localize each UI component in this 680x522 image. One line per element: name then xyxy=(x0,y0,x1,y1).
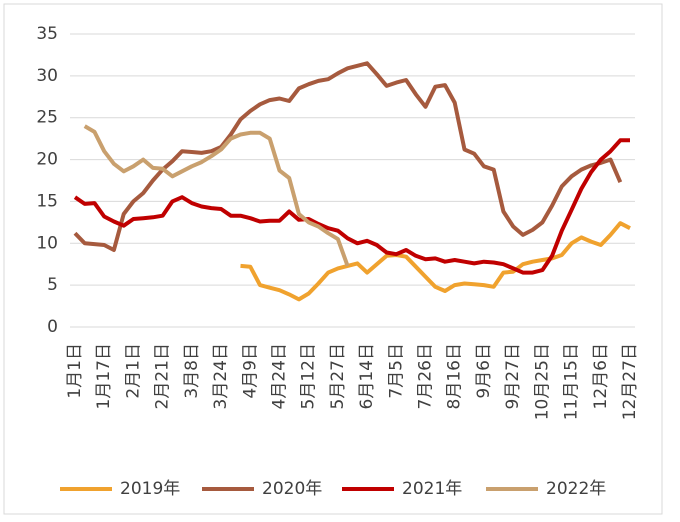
x-tick-label: 7月5日 xyxy=(386,343,406,399)
y-tick-label: 20 xyxy=(36,150,58,170)
x-tick-label: 4月24日 xyxy=(269,343,289,409)
y-tick-label: 5 xyxy=(47,275,58,295)
chart-frame xyxy=(3,3,663,515)
x-tick-label: 10月25日 xyxy=(532,343,552,420)
series-line xyxy=(73,138,630,275)
x-tick-label: 12月27日 xyxy=(620,343,640,420)
legend-label: 2020年 xyxy=(262,479,322,499)
legend-label: 2022年 xyxy=(546,479,606,499)
x-tick-label: 9月27日 xyxy=(503,343,523,409)
series-line xyxy=(83,124,350,267)
x-tick-label: 12月6日 xyxy=(591,343,611,409)
x-tick-label: 11月15日 xyxy=(562,343,582,420)
x-tick-label: 5月12日 xyxy=(299,343,319,409)
y-tick-label: 15 xyxy=(36,191,58,211)
x-tick-label: 2月1日 xyxy=(123,343,143,399)
legend-label: 2019年 xyxy=(120,479,180,499)
x-tick-label: 3月8日 xyxy=(182,343,202,399)
x-tick-label: 9月6日 xyxy=(474,343,494,399)
y-tick-label: 35 xyxy=(36,24,58,44)
x-tick-label: 1月1日 xyxy=(65,343,85,399)
legend-label: 2021年 xyxy=(402,479,462,499)
x-tick-label: 5月27日 xyxy=(328,343,348,409)
y-tick-label: 25 xyxy=(36,108,58,128)
y-tick-label: 10 xyxy=(36,233,58,253)
x-tick-label: 8月16日 xyxy=(445,343,465,409)
y-tick-label: 0 xyxy=(47,317,58,337)
x-tick-label: 4月9日 xyxy=(240,343,260,399)
x-tick-label: 3月24日 xyxy=(211,343,231,409)
x-tick-label: 1月17日 xyxy=(94,343,114,409)
x-tick-label: 2月21日 xyxy=(153,343,173,409)
y-tick-label: 30 xyxy=(36,66,58,86)
x-tick-label: 6月14日 xyxy=(357,343,377,409)
series-line xyxy=(240,221,631,302)
series-line xyxy=(73,61,623,252)
x-tick-label: 7月26日 xyxy=(416,343,436,409)
